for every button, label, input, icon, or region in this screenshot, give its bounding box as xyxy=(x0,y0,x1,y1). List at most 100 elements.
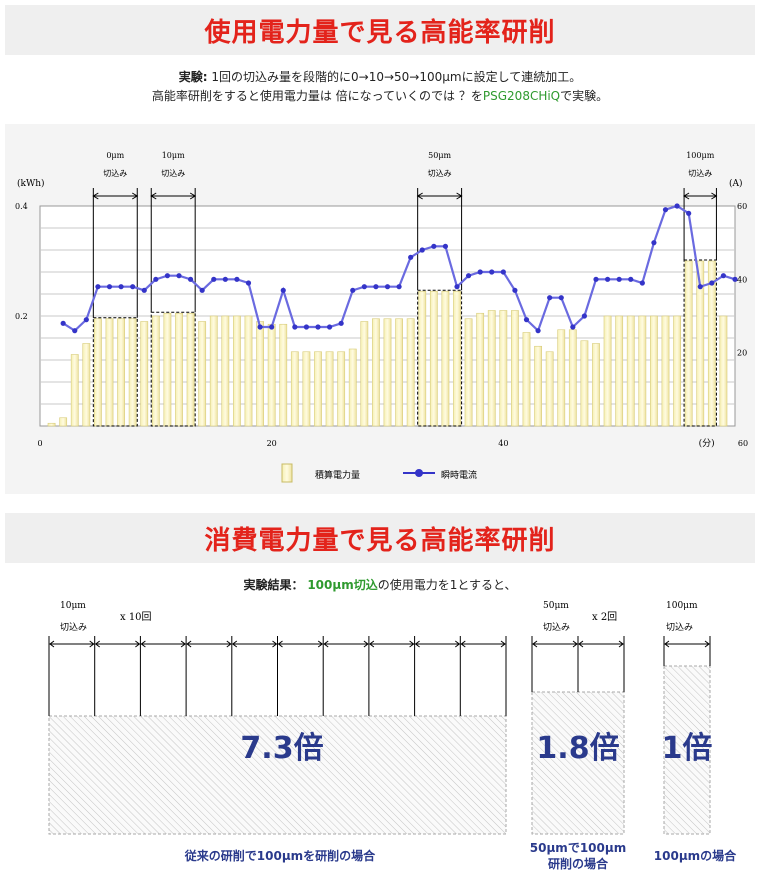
comp-50um-ratio: 1.8倍 xyxy=(536,731,619,766)
energy-bar xyxy=(429,290,438,427)
current-point xyxy=(95,284,101,290)
segment-arrowhead-left xyxy=(231,640,238,648)
comparison-100um: 100μm 切込み 1倍 xyxy=(662,601,712,835)
x-axis-label: (分) xyxy=(699,438,715,449)
current-point xyxy=(616,276,622,282)
segment-arrowhead-right xyxy=(135,640,141,648)
phase-box xyxy=(150,311,196,427)
comp-10um-energy-block xyxy=(48,715,507,835)
comparison-10um: 10μm 切込み x 10回 7.3倍 xyxy=(48,601,507,835)
segment-arrowhead-right xyxy=(89,640,95,648)
current-point xyxy=(628,276,634,282)
legend-bar-label: 積算電力量 xyxy=(315,469,360,481)
energy-bar xyxy=(476,312,485,427)
energy-bar xyxy=(140,321,149,427)
energy-bar xyxy=(372,318,380,427)
current-point xyxy=(373,284,379,290)
energy-bar xyxy=(638,315,647,427)
phase-depth-label: 0μm xyxy=(106,151,124,160)
x-tick-label: 40 xyxy=(498,439,508,448)
current-point xyxy=(211,276,217,282)
segment-arrowhead-left xyxy=(277,640,283,648)
power-chart-svg: 0μm 切込み 10μm 切込み 50μm 切込み 100μm 切込み (kWh) (A) 0.2 0… xyxy=(15,151,748,483)
comp-10um-ratio: 7.3倍 xyxy=(240,731,323,766)
energy-bar xyxy=(545,351,554,427)
phase-depth-label: 10μm xyxy=(162,151,185,160)
segment-arrowhead-right xyxy=(317,640,324,648)
current-point xyxy=(60,320,66,326)
energy-bar xyxy=(568,329,577,427)
current-point xyxy=(176,273,182,279)
energy-bar xyxy=(314,351,322,427)
segment-arrowhead-left xyxy=(94,640,100,648)
current-point xyxy=(292,324,298,330)
segment-arrowhead-right xyxy=(363,640,369,648)
phase-box xyxy=(92,317,138,427)
result-rest: の使用電力を1とすると、 xyxy=(377,578,517,592)
segment-arrowhead-left xyxy=(369,640,375,648)
energy-bar xyxy=(719,315,728,427)
phase-box xyxy=(683,259,717,427)
current-point xyxy=(512,287,518,293)
current-point xyxy=(234,276,240,282)
power-chart: 0μm 切込み 10μm 切込み 50μm 切込み 100μm 切込み (kWh) (A) 0.2 0… xyxy=(5,124,755,494)
energy-bar xyxy=(256,321,264,427)
energy-bar xyxy=(175,312,183,427)
phase-depth-label: 50μm xyxy=(428,151,451,160)
segment-arrowhead-right xyxy=(500,640,506,648)
energy-bar xyxy=(290,351,299,427)
energy-bar xyxy=(707,260,716,427)
phase-arrowhead-right xyxy=(456,192,463,200)
intro-line2-post: で実験。 xyxy=(560,89,609,103)
segment-arrowhead-right xyxy=(272,640,278,648)
current-point xyxy=(384,284,391,290)
intro-line2-pre: 高能率研削をすると使用電力量は 倍になっていくのでは ？を xyxy=(151,89,483,103)
energy-bar xyxy=(603,315,612,427)
current-point xyxy=(604,276,611,282)
segment-arrowhead-right xyxy=(180,640,186,648)
phase-arrowhead-left xyxy=(92,192,99,200)
energy-bar xyxy=(360,321,369,427)
current-point xyxy=(662,207,669,213)
intro-label: 実験: xyxy=(178,70,208,84)
current-point xyxy=(489,269,495,275)
legend-bar-swatch xyxy=(281,463,293,483)
intro-text: 実験: 1回の切込み量を段階的に0→10→50→100μmに設定して連続加工。 … xyxy=(0,68,760,106)
bottom-banner-title: 消費電力量で見る高能率研削 xyxy=(204,525,556,556)
current-point xyxy=(326,324,333,330)
current-point xyxy=(697,284,703,290)
current-point xyxy=(303,324,310,330)
comp-10um-repeat: x 10回 xyxy=(120,611,152,623)
energy-bar xyxy=(348,348,357,427)
y-right-tick-label: 40 xyxy=(737,275,747,284)
current-point xyxy=(83,317,89,323)
phase-cut-label: 切込み xyxy=(428,169,452,178)
current-point xyxy=(709,280,715,286)
current-point xyxy=(187,276,194,282)
current-point xyxy=(280,287,286,293)
result-highlight: 100μm切込 xyxy=(307,578,378,592)
current-point xyxy=(674,203,680,209)
y-right-tick-label: 20 xyxy=(737,349,747,358)
intro-line-2: 高能率研削をすると使用電力量は 倍になっていくのでは ？をPSG208CHiQで… xyxy=(0,87,760,106)
comp-50um-caption-line1: 50μmで100μm xyxy=(529,841,627,855)
x-tick-label: 60 xyxy=(738,439,748,448)
segment-arrowhead-right xyxy=(618,640,624,648)
x-tick-label: 0 xyxy=(37,439,42,448)
segment-arrowhead-left xyxy=(49,640,55,648)
energy-bar xyxy=(128,318,137,427)
segment-arrowhead-left xyxy=(323,640,329,648)
energy-bar xyxy=(684,260,693,427)
segment-arrowhead-right xyxy=(572,640,578,648)
current-point xyxy=(570,324,576,330)
current-point xyxy=(442,243,449,249)
energy-bar xyxy=(47,422,56,427)
phase-cut-label: 切込み xyxy=(688,169,712,178)
phase-arrowhead-right xyxy=(131,192,139,200)
segment-arrowhead-left xyxy=(140,640,146,648)
current-point xyxy=(72,328,78,334)
current-point xyxy=(153,276,159,282)
comparison-50um: 50μm 切込み x 2回 1.8倍 xyxy=(531,601,625,835)
segment-arrowhead-right xyxy=(409,640,415,648)
segment-arrowhead-right xyxy=(455,640,461,648)
